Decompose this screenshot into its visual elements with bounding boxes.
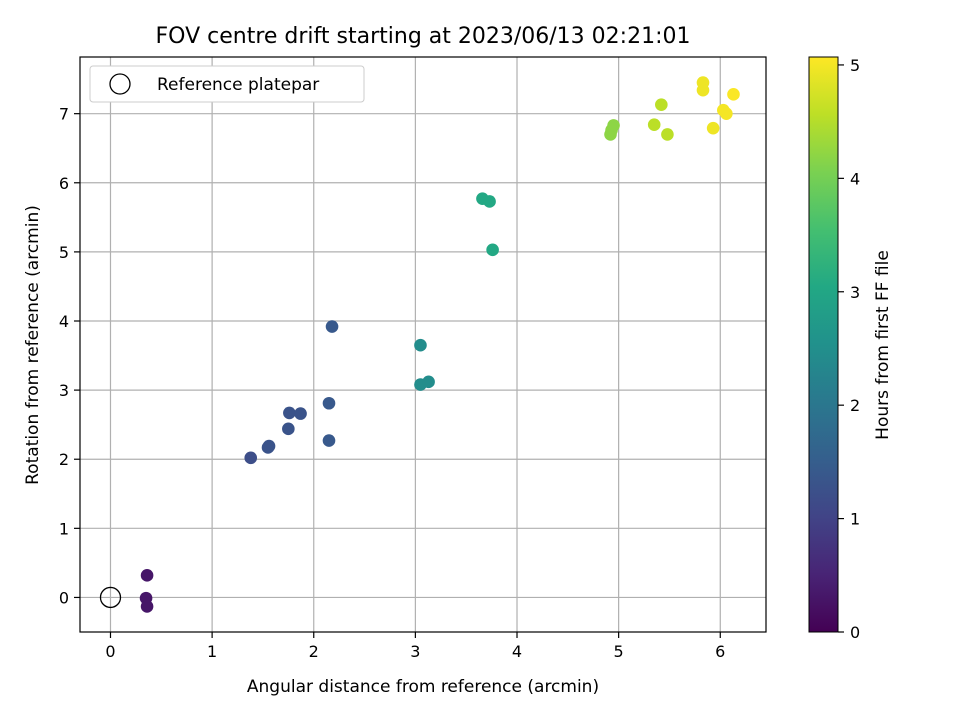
legend-box	[89, 65, 365, 103]
legend-marker-icon	[109, 73, 131, 95]
reference-platepar-marker	[99, 586, 122, 609]
scatter-point	[696, 83, 710, 97]
scatter-points	[139, 76, 740, 613]
y-tick-label: 2	[59, 450, 69, 469]
scatter-point	[647, 118, 661, 132]
x-tick-label: 4	[512, 642, 522, 661]
x-tick-label: 3	[410, 642, 420, 661]
scatter-point	[325, 320, 339, 333]
legend: Reference platepar	[89, 65, 365, 103]
chart-title: FOV centre drift starting at 2023/06/13 …	[156, 24, 691, 49]
y-tick-label: 0	[59, 588, 69, 607]
scatter-point	[322, 396, 336, 410]
scatter-point	[322, 434, 336, 447]
scatter-point	[661, 128, 674, 141]
scatter-point	[727, 88, 740, 101]
scatter-point	[655, 98, 668, 111]
reference-marker-layer	[99, 586, 122, 609]
x-tick-label: 6	[715, 642, 725, 661]
colorbar-ticks: 0 1 2 3 4 5	[838, 56, 860, 642]
x-axis-label: Angular distance from reference (arcmin)	[247, 677, 599, 697]
y-axis-label: Rotation from reference (arcmin)	[23, 205, 43, 485]
y-tick-label: 7	[59, 105, 69, 124]
x-axis-ticks: 0 1 2 3 4 5 6	[105, 632, 725, 661]
x-tick-label: 0	[105, 642, 115, 661]
grid	[80, 57, 766, 632]
colorbar-tick-label: 0	[850, 623, 860, 642]
scatter-point	[607, 119, 620, 132]
y-tick-label: 6	[59, 174, 69, 193]
legend-entry-reference: Reference platepar	[157, 75, 319, 95]
scatter-point	[486, 243, 499, 257]
x-tick-label: 5	[614, 642, 624, 661]
scatter-point	[720, 107, 733, 120]
scatter-point	[282, 422, 295, 436]
y-tick-label: 4	[59, 312, 69, 331]
y-tick-label: 5	[59, 243, 69, 262]
colorbar-tick-label: 4	[850, 169, 860, 188]
colorbar-label: Hours from first FF file	[873, 250, 893, 440]
y-tick-label: 3	[59, 381, 69, 400]
colorbar: 0 1 2 3 4 5 Hours from first FF file	[808, 56, 893, 642]
colorbar-tick-label: 5	[850, 56, 860, 75]
scatter-point	[283, 406, 296, 420]
scatter-point	[414, 338, 427, 352]
scatter-point	[140, 569, 154, 582]
scatter-point	[294, 407, 307, 420]
scatter-point	[483, 195, 496, 208]
scatter-point	[706, 121, 720, 135]
scatter-point	[422, 375, 435, 389]
scatter-point	[262, 439, 276, 453]
scatter-point	[140, 600, 154, 613]
plot-frame	[79, 56, 767, 633]
y-axis-ticks: 0 1 2 3 4 5 6 7	[59, 105, 80, 607]
x-tick-label: 2	[309, 642, 319, 661]
colorbar-tick-label: 1	[850, 510, 860, 529]
colorbar-gradient	[808, 56, 839, 633]
colorbar-tick-label: 2	[850, 396, 860, 415]
scatter-point	[244, 451, 258, 465]
y-tick-label: 1	[59, 519, 69, 538]
x-tick-label: 1	[207, 642, 217, 661]
colorbar-tick-label: 3	[850, 283, 860, 302]
